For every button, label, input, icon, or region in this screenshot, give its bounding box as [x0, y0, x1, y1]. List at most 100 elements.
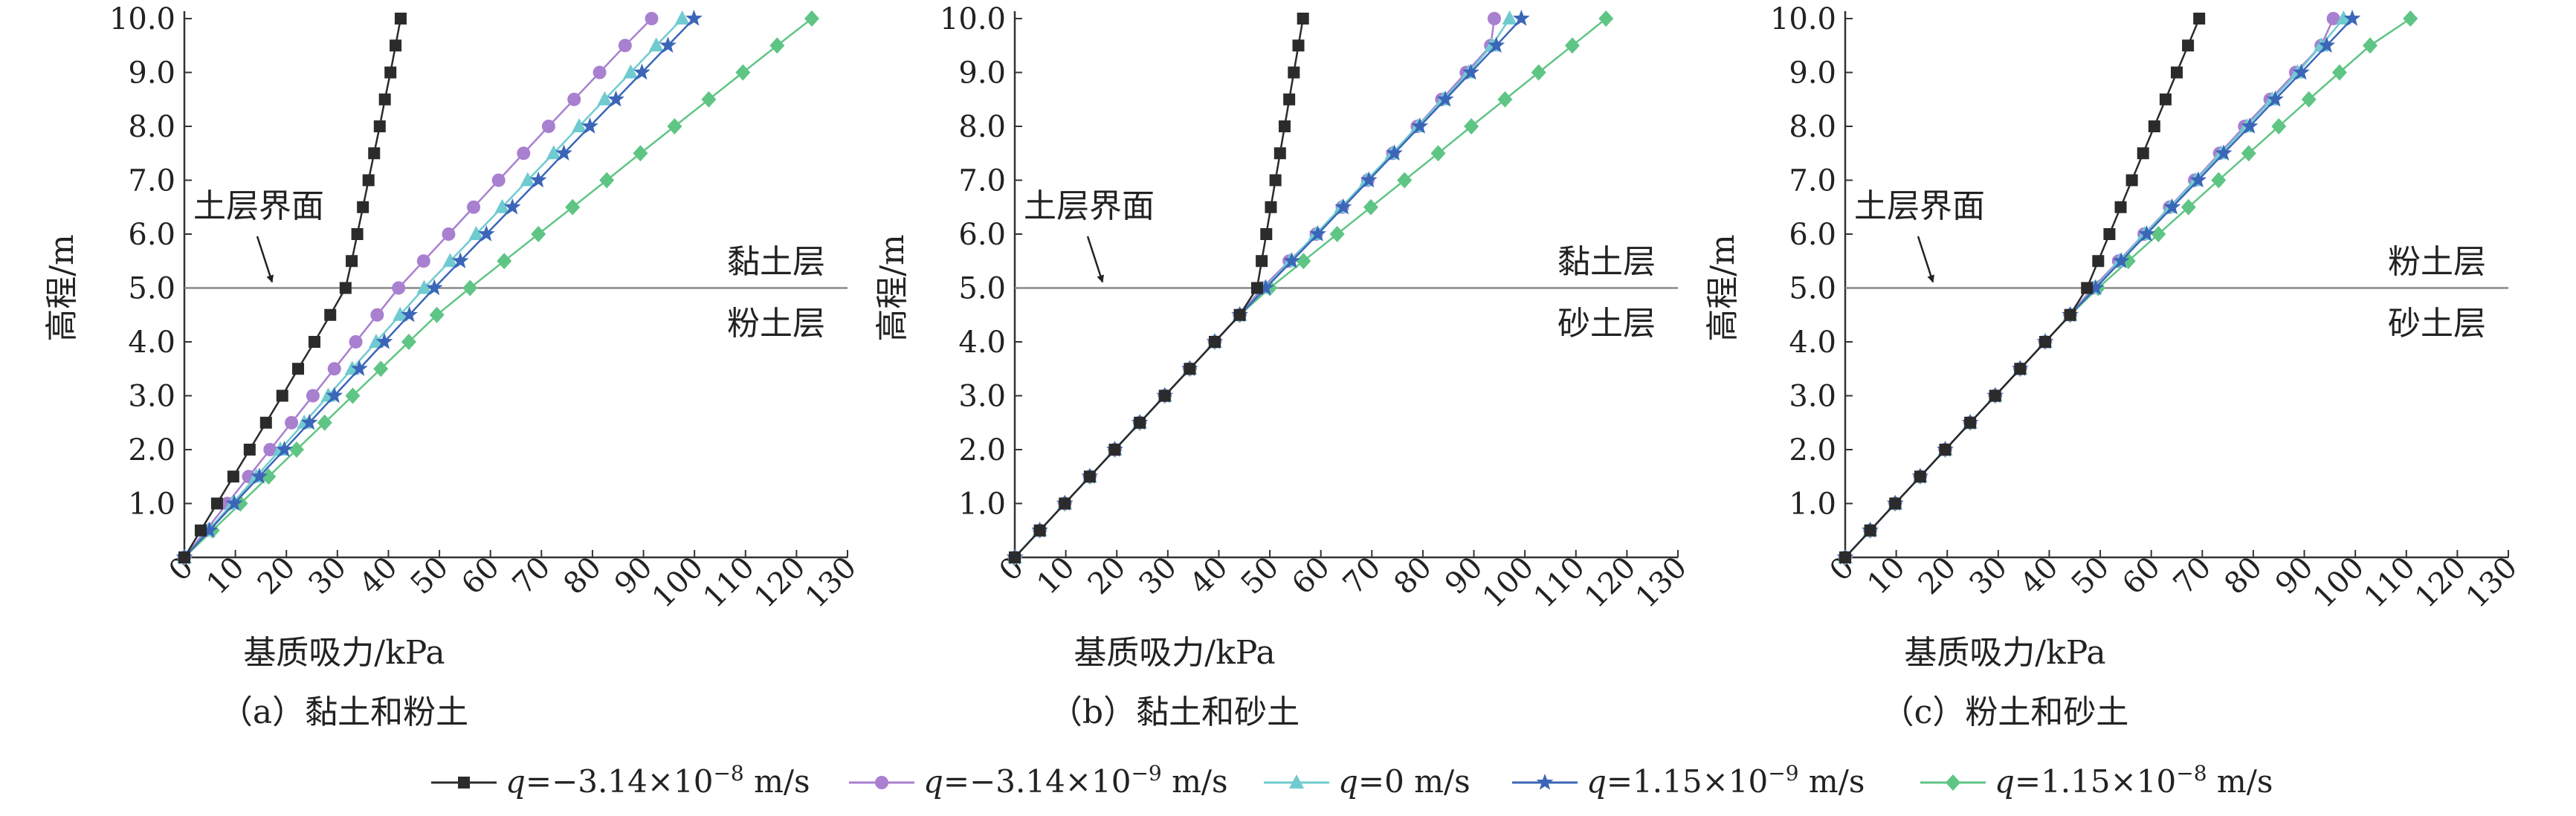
data-point: [373, 360, 389, 378]
data-point: [1283, 252, 1300, 268]
y-tick-label: 3.0: [128, 380, 175, 414]
data-point: [1257, 279, 1274, 296]
data-point: [685, 10, 703, 26]
data-point: [373, 120, 386, 132]
data-point: [1964, 416, 1977, 429]
series-0: [1839, 13, 2206, 563]
x-tick-label: 100: [1476, 551, 1541, 615]
data-point: [357, 201, 369, 213]
data-point: [2336, 10, 2351, 25]
data-point: [1265, 201, 1277, 213]
y-tick-label: 10.0: [109, 2, 175, 36]
legend-marker: [875, 776, 888, 789]
data-point: [306, 389, 320, 403]
data-point: [194, 524, 207, 537]
data-point: [1292, 39, 1305, 52]
data-point: [442, 253, 458, 268]
data-point: [555, 144, 572, 161]
data-point: [225, 494, 243, 511]
data-point: [1158, 389, 1171, 402]
y-tick-label: 10.0: [940, 2, 1006, 36]
data-point: [2114, 201, 2127, 213]
x-tick-label: 120: [1578, 551, 1643, 615]
data-point: [2138, 225, 2155, 242]
y-tick-label: 2.0: [128, 433, 175, 467]
data-point: [1256, 255, 1268, 268]
data-point: [2148, 120, 2160, 132]
data-point: [276, 389, 288, 402]
data-point: [308, 336, 320, 348]
panel-caption: （c）粉土和砂土: [1882, 693, 2129, 731]
data-point: [2326, 12, 2340, 25]
data-point: [416, 279, 432, 294]
data-point: [497, 253, 512, 270]
y-tick-label: 4.0: [128, 326, 175, 360]
x-tick-label: 120: [748, 551, 813, 615]
data-point: [227, 470, 239, 483]
upper-layer-label: 黏土层: [1557, 243, 1656, 281]
data-point: [565, 198, 581, 216]
data-point: [1864, 524, 1876, 537]
data-point: [2087, 279, 2105, 296]
data-point: [572, 118, 587, 132]
chart-panel-2: 1.02.03.04.05.06.07.08.09.010.00 10 20 30 40…: [1704, 2, 2524, 731]
panel-caption: （b）黏土和砂土: [1050, 693, 1300, 731]
data-point: [1564, 37, 1580, 54]
data-point: [368, 334, 384, 348]
legend-item-4: q=1.15×10−8 m/s: [1920, 761, 2273, 800]
data-point: [362, 174, 375, 187]
data-point: [263, 443, 277, 456]
y-tick-label: 7.0: [958, 164, 1006, 198]
data-point: [2014, 363, 2027, 375]
x-tick-label: 110: [2357, 551, 2422, 615]
data-point: [2180, 198, 2196, 216]
lower-layer-label: 粉土层: [727, 305, 825, 343]
data-point: [618, 39, 632, 53]
upper-layer-label: 黏土层: [727, 243, 825, 281]
y-tick-label: 9.0: [128, 56, 175, 91]
data-point: [1939, 444, 1952, 456]
data-point: [1269, 174, 1282, 187]
data-point: [2163, 198, 2181, 215]
data-point: [393, 306, 408, 321]
y-axis-label: 高程/m: [874, 234, 911, 342]
legend-label: q=−3.14×10−9 m/s: [923, 761, 1228, 800]
data-point: [2125, 174, 2138, 187]
data-point: [2211, 172, 2227, 189]
data-point: [1059, 497, 1071, 510]
x-tick-label: 120: [2409, 551, 2473, 615]
data-point: [261, 468, 277, 485]
data-point: [462, 279, 478, 297]
data-point: [1497, 91, 1513, 108]
data-point: [349, 335, 363, 349]
data-point: [2151, 226, 2166, 242]
data-point: [324, 308, 337, 321]
data-point: [2171, 66, 2183, 79]
data-point: [2215, 144, 2233, 161]
data-point: [384, 66, 397, 79]
data-point: [451, 252, 469, 268]
data-point: [2103, 228, 2116, 240]
data-point: [2081, 282, 2094, 294]
data-point: [2301, 91, 2317, 108]
legend-marker: [458, 777, 470, 789]
data-point: [2159, 93, 2172, 106]
x-axis-label: 基质吸力/kPa: [243, 634, 445, 672]
data-point: [401, 334, 416, 350]
data-point: [2137, 147, 2149, 160]
data-point: [394, 13, 407, 25]
data-point: [623, 64, 639, 79]
data-point: [259, 416, 272, 429]
data-point: [667, 118, 682, 135]
data-point: [607, 90, 624, 107]
legend-item-1: q=−3.14×10−9 m/s: [849, 761, 1228, 800]
data-point: [648, 37, 664, 52]
data-point: [2064, 308, 2076, 321]
y-tick-label: 2.0: [958, 433, 1006, 467]
data-point: [370, 308, 384, 322]
data-point: [1462, 63, 1479, 80]
data-point: [541, 120, 555, 133]
data-point: [251, 467, 268, 484]
data-point: [804, 10, 819, 27]
data-point: [285, 415, 299, 430]
